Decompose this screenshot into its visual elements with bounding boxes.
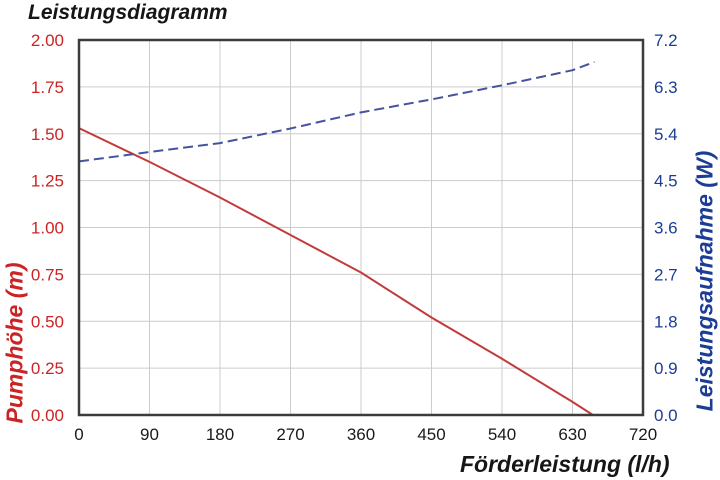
x-axis-tick-label: 360: [347, 425, 375, 444]
left-axis-tick-label: 1.75: [31, 78, 64, 97]
right-axis-tick-label: 2.7: [654, 265, 678, 284]
left-axis-tick-label: 2.00: [31, 31, 64, 50]
x-axis-tick-label: 0: [74, 425, 83, 444]
left-axis-tick-label: 1.50: [31, 125, 64, 144]
x-axis-tick-label: 90: [140, 425, 159, 444]
left-axis-tick-label: 0.50: [31, 312, 64, 331]
right-axis-tick-label: 6.3: [654, 78, 678, 97]
x-axis-tick-label: 540: [488, 425, 516, 444]
right-axis-tick-label: 3.6: [654, 219, 678, 238]
x-axis-tick-label: 630: [558, 425, 586, 444]
chart-title: Leistungsdiagramm: [28, 1, 228, 24]
x-axis-title: Förderleistung (l/h): [460, 451, 670, 477]
x-axis-tick-label: 450: [417, 425, 445, 444]
right-axis-tick-label: 7.2: [654, 31, 678, 50]
right-axis-tick-label: 5.4: [654, 125, 678, 144]
right-axis-tick-label: 1.8: [654, 312, 678, 331]
right-axis-tick-label: 0.0: [654, 406, 678, 425]
x-axis-tick-label: 270: [276, 425, 304, 444]
right-axis-tick-label: 4.5: [654, 172, 678, 191]
right-axis-tick-label: 0.9: [654, 359, 678, 378]
left-axis-tick-label: 1.00: [31, 219, 64, 238]
plot-border: [77, 38, 645, 417]
left-axis-tick-label: 0.75: [31, 265, 64, 284]
x-axis-tick-label: 180: [206, 425, 234, 444]
x-axis-tick-label: 720: [629, 425, 657, 444]
left-axis-tick-label: 0.00: [31, 406, 64, 425]
left-axis-tick-label: 0.25: [31, 359, 64, 378]
left-axis-tick-label: 1.25: [31, 172, 64, 191]
power-consumption-curve: [78, 60, 595, 163]
pump-head-curve: [78, 127, 594, 416]
